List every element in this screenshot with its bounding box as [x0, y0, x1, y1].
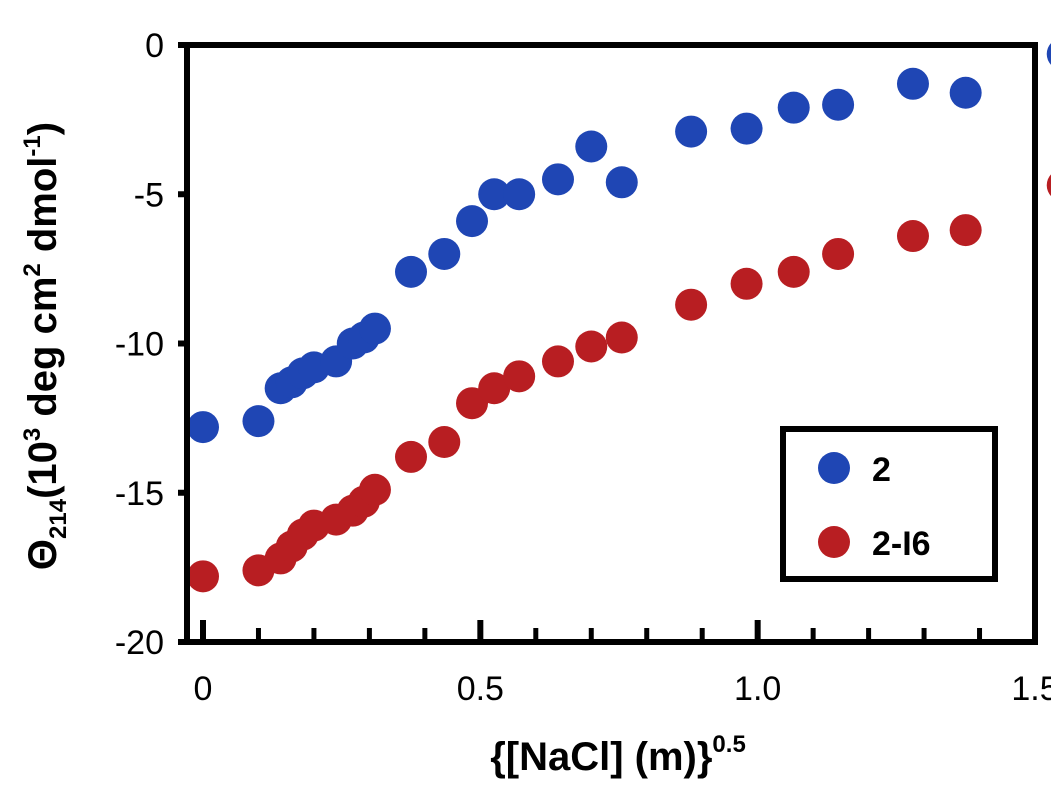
y-axis-title-sup2: 2: [19, 263, 46, 276]
point-2-i6-19: [730, 267, 763, 300]
point-2-i6-20: [777, 255, 810, 288]
point-2-i6-15: [541, 345, 574, 378]
point-2-12: [456, 205, 489, 238]
y-axis-ticks: 0 -5 -10 -15 -20: [115, 27, 190, 662]
y-axis-title: Θ214(103 deg cm2 dmol-1): [19, 122, 72, 570]
x-tick-label: 0: [194, 670, 213, 708]
y-axis-title-sub: 214: [45, 498, 72, 539]
point-2-13: [478, 178, 511, 211]
legend-swatch-2-I6: [818, 526, 850, 558]
x-axis-ticks: 0 0.5 1.0 1.5: [194, 620, 1051, 708]
y-axis-title-sup1: 3: [19, 428, 46, 441]
y-axis-title-sup3: -1: [19, 135, 46, 156]
point-2-i6-17: [605, 321, 638, 354]
point-2-11: [428, 237, 461, 270]
x-tick-label: 1.0: [734, 670, 781, 708]
legend-box: [780, 426, 998, 582]
point-2-i6-11: [428, 426, 461, 459]
x-tick-label: 0.5: [457, 670, 504, 708]
point-2-21: [822, 88, 855, 121]
y-axis-title-open: (10: [21, 441, 65, 499]
point-2-i6-18: [675, 288, 708, 321]
point-2-20: [777, 91, 810, 124]
point-2-23: [949, 76, 982, 109]
point-2-i6-22: [896, 220, 929, 253]
y-axis-title-close: ): [21, 122, 65, 135]
y-tick-label: -10: [115, 326, 164, 364]
point-2-15: [541, 163, 574, 196]
point-2-i6-16: [575, 330, 608, 363]
point-2-1: [242, 405, 275, 438]
point-2-16: [575, 130, 608, 163]
legend-label-2: 2: [872, 451, 891, 489]
point-2-19: [730, 112, 763, 145]
point-2-i6-13: [478, 372, 511, 405]
point-2-i6-14: [503, 360, 536, 393]
series-2-i6: [187, 174, 1051, 593]
point-2-22: [896, 67, 929, 100]
y-tick-label: 0: [145, 27, 164, 65]
x-tick-label: 1.5: [1011, 670, 1051, 708]
point-2-9: [358, 312, 391, 345]
legend-swatch-2: [818, 452, 850, 484]
series-2: [187, 43, 1051, 444]
y-tick-label: -15: [115, 475, 164, 513]
y-axis-title-theta: Θ: [21, 539, 65, 570]
legend: 2 2-I6: [780, 426, 998, 582]
y-tick-label: -20: [115, 624, 164, 662]
point-2-10: [395, 255, 427, 288]
y-tick-label: -5: [134, 176, 164, 214]
point-2-i6-24: [1046, 174, 1051, 197]
point-2-17: [605, 166, 638, 199]
y-axis-title-tail: dmol: [21, 157, 65, 264]
point-2-i6-21: [822, 237, 855, 270]
point-2-0: [187, 411, 219, 444]
x-axis-title-main: {[NaCl] (m)}: [490, 735, 712, 779]
point-2-i6-9: [358, 473, 391, 506]
legend-label-2-I6: 2-I6: [872, 525, 931, 563]
point-2-i6-23: [949, 214, 982, 247]
point-2-14: [503, 178, 536, 211]
point-2-24: [1046, 43, 1051, 65]
x-axis-title-sup: 0.5: [712, 731, 745, 758]
point-2-18: [675, 115, 708, 148]
y-axis-title-mid: deg cm: [21, 277, 65, 428]
data-points: [187, 43, 1051, 593]
point-2-i6-10: [395, 440, 427, 473]
x-axis-title: {[NaCl] (m)}0.5: [490, 731, 746, 779]
point-2-i6-0: [187, 560, 219, 593]
